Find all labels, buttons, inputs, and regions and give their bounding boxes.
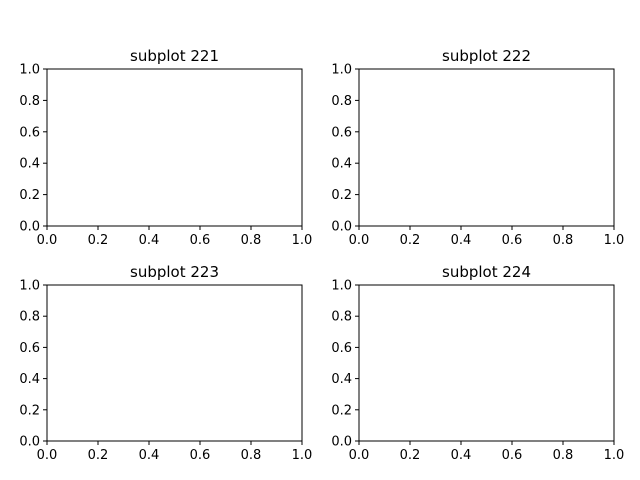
y-tick-label: 0.0 — [331, 220, 352, 235]
y-tick-label: 0.0 — [331, 435, 352, 450]
x-tick-label: 1.0 — [292, 233, 313, 248]
x-tick-label: 0.2 — [88, 233, 109, 248]
y-tick-label: 1.0 — [19, 63, 40, 78]
subplot-3: subplot 223 0.0 0.2 0.4 0.6 0.8 1.0 0.0 0.2 0.4 0.… — [19, 263, 312, 463]
y-tick-label: 0.4 — [19, 372, 40, 387]
x-tick-label: 0.0 — [37, 233, 58, 248]
y-tick-label: 0.4 — [331, 157, 352, 172]
y-tick-label: 1.0 — [331, 279, 352, 294]
x-tick-label: 0.0 — [349, 233, 370, 248]
y-tick-label: 0.0 — [19, 435, 40, 450]
x-tick-label: 1.0 — [604, 233, 625, 248]
y-tick-label: 0.4 — [331, 372, 352, 387]
x-tick-label: 0.2 — [88, 448, 109, 463]
subplot-1: subplot 221 0.0 0.2 0.4 0.6 0.8 1.0 0.0 0.2 0.4 0.… — [19, 47, 312, 248]
y-tick-label: 0.6 — [19, 125, 40, 140]
x-tick-label: 0.2 — [400, 448, 421, 463]
x-tick-label: 0.0 — [37, 448, 58, 463]
x-tick-label: 0.4 — [451, 233, 472, 248]
x-tick-label: 0.8 — [553, 233, 574, 248]
x-tick-label: 0.0 — [349, 448, 370, 463]
subplot-title: subplot 222 — [442, 47, 531, 65]
x-tick-label: 0.2 — [400, 233, 421, 248]
y-tick-label: 0.4 — [19, 157, 40, 172]
y-tick-label: 0.6 — [19, 341, 40, 356]
axes-frame — [46, 284, 303, 442]
x-tick-label: 0.8 — [241, 448, 262, 463]
x-tick-label: 0.6 — [190, 448, 211, 463]
x-tick-label: 0.6 — [502, 448, 523, 463]
x-tick-label: 1.0 — [604, 448, 625, 463]
x-tick-label: 0.6 — [190, 233, 211, 248]
axes-frame — [358, 68, 615, 227]
y-tick-label: 0.8 — [331, 310, 352, 325]
x-tick-label: 0.4 — [451, 448, 472, 463]
y-tick-label: 0.8 — [331, 94, 352, 109]
subplot-2: subplot 222 0.0 0.2 0.4 0.6 0.8 1.0 0.0 0.2 0.4 0.… — [331, 47, 624, 248]
axes-frame — [46, 68, 303, 227]
axes-frame — [358, 284, 615, 442]
subplot-title: subplot 221 — [130, 47, 219, 65]
y-tick-label: 0.6 — [331, 341, 352, 356]
y-tick-label: 1.0 — [19, 279, 40, 294]
x-tick-label: 0.4 — [139, 448, 160, 463]
subplot-title: subplot 223 — [130, 263, 219, 281]
y-tick-label: 0.8 — [19, 310, 40, 325]
y-tick-label: 0.6 — [331, 125, 352, 140]
subplot-4: subplot 224 0.0 0.2 0.4 0.6 0.8 1.0 0.0 0.2 0.4 0.… — [331, 263, 624, 463]
y-tick-label: 0.8 — [19, 94, 40, 109]
y-tick-label: 0.2 — [331, 403, 352, 418]
y-tick-label: 0.2 — [19, 403, 40, 418]
y-tick-label: 0.0 — [19, 220, 40, 235]
y-tick-label: 1.0 — [331, 63, 352, 78]
subplot-title: subplot 224 — [442, 263, 531, 281]
y-tick-label: 0.2 — [19, 188, 40, 203]
x-tick-label: 0.6 — [502, 233, 523, 248]
x-tick-label: 1.0 — [292, 448, 313, 463]
x-tick-label: 0.4 — [139, 233, 160, 248]
x-tick-label: 0.8 — [553, 448, 574, 463]
x-tick-label: 0.8 — [241, 233, 262, 248]
y-tick-label: 0.2 — [331, 188, 352, 203]
